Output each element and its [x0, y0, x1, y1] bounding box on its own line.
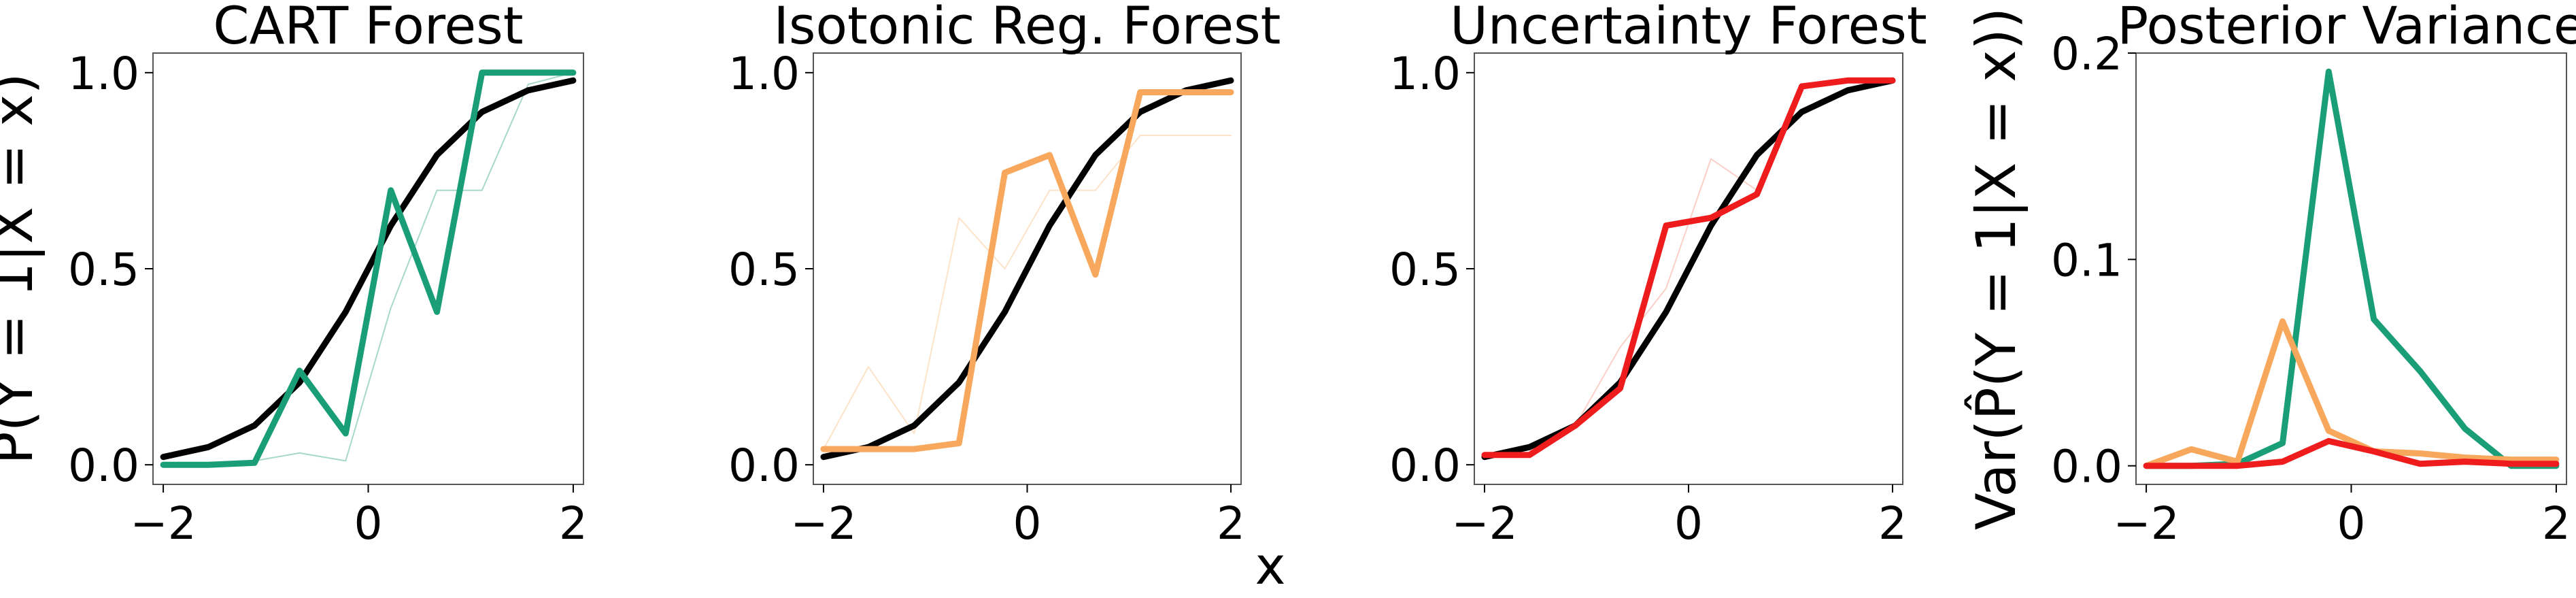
shared-x-axis-label: x: [1255, 535, 1286, 596]
series-line-estimate: [820, 89, 1234, 452]
panel-title: Uncertainty Forest: [1450, 0, 1927, 56]
x-tick-label: −2: [130, 497, 196, 550]
panels: CART Forest −2 0 2 0.0 0.5 1.0 P̂(Y = 1|X = x) I…: [0, 0, 2576, 550]
series-line-faint: [823, 135, 1232, 450]
y-tick-label: 1.0: [728, 48, 800, 100]
series-line-truth: [160, 77, 577, 461]
x-tick-label: −2: [1451, 497, 1517, 550]
x-tick-label: 2: [2542, 497, 2571, 550]
panel-1: CART Forest −2 0 2 0.0 0.5 1.0 P̂(Y = 1|X = x): [0, 0, 588, 550]
x-tick-label: 0: [1674, 497, 1703, 550]
x-tick-label: 2: [1878, 497, 1907, 550]
y-tick-label: 1.0: [1389, 48, 1461, 100]
y-tick-label: 0.0: [728, 439, 800, 492]
series-line-series-1: [2143, 68, 2560, 469]
y-tick-label: 0.0: [2051, 441, 2122, 493]
plot-frame: [2135, 52, 2567, 485]
x-tick-label: 0: [1013, 497, 1042, 550]
y-tick-label: 0.5: [68, 244, 139, 296]
y-tick-label: 0.5: [1389, 244, 1461, 296]
x-tick-label: −2: [2113, 497, 2179, 550]
y-tick-label: 0.0: [68, 439, 139, 492]
x-tick-label: 0: [2337, 497, 2366, 550]
x-tick-label: 0: [354, 497, 383, 550]
y-tick-label: 0.0: [1389, 439, 1461, 492]
series-line-series-3: [2143, 437, 2560, 469]
y-axis-label: Var(P̂(Y = 1|X = x)): [1963, 7, 2029, 530]
series-line-series-2: [2143, 318, 2560, 469]
x-tick-label: 2: [559, 497, 588, 550]
panel-title: CART Forest: [213, 0, 523, 56]
series-line-truth: [1481, 77, 1896, 461]
x-tick-label: −2: [790, 497, 856, 550]
panel-title: Posterior Variance: [2117, 0, 2576, 56]
series-line-truth: [820, 77, 1234, 461]
series-line-estimate: [160, 69, 577, 468]
y-tick-label: 0.1: [2051, 234, 2122, 286]
y-tick-label: 0.5: [728, 244, 800, 296]
y-axis-label: P̂(Y = 1|X = x): [0, 73, 46, 464]
x-tick-label: 2: [1217, 497, 1245, 550]
series-line-estimate: [1481, 77, 1896, 459]
y-tick-label: 0.2: [2051, 28, 2122, 80]
y-tick-label: 1.0: [68, 48, 139, 100]
panel-title: Isotonic Reg. Forest: [774, 0, 1281, 56]
panel-4: Posterior Variance −2 0 2 0.0 0.1 0.2 Var(P̂(Y …: [1963, 0, 2576, 550]
panel-2: Isotonic Reg. Forest −2 0 2 0.0 0.5 1.0: [728, 0, 1281, 550]
panel-3: Uncertainty Forest −2 0 2 0.0 0.5 1.0: [1389, 0, 1927, 550]
